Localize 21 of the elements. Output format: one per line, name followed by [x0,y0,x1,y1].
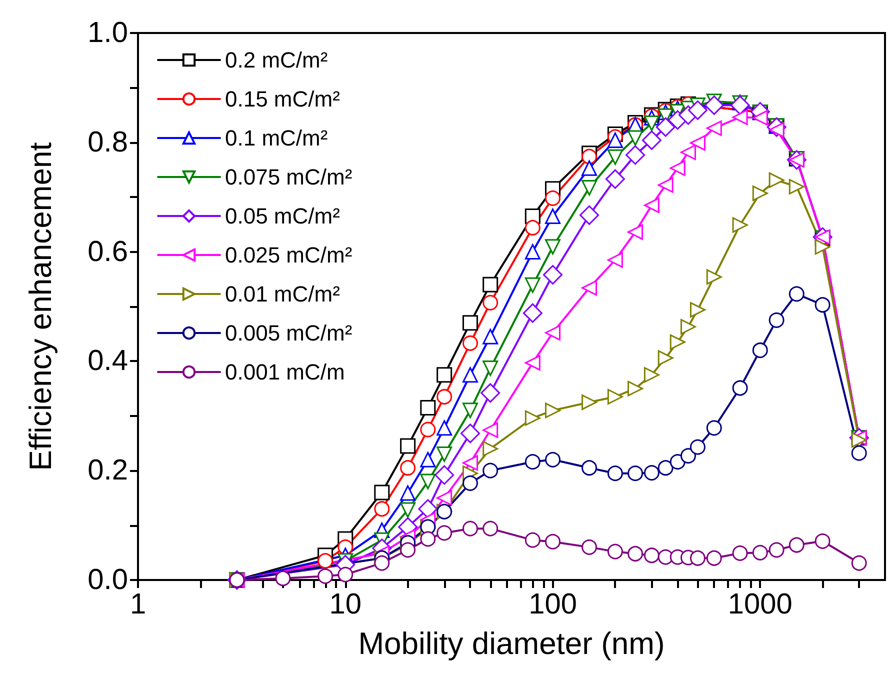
legend-label: 0.005 mC/m² [225,320,352,346]
legend-label: 0.01 mC/m² [225,282,340,306]
legend-label: 0.05 mC/m² [225,204,340,228]
legend-label: 0.001 mC/m [225,360,345,384]
legend-label: 0.15 mC/m² [225,86,340,112]
legend-label: 0.025 mC/m² [225,242,352,268]
y-tick-label: 0.8 [88,126,128,158]
legend-label: 0.2 mC/m² [225,48,328,72]
y-axis-title: Efficiency enhancement [23,142,58,471]
x-axis-title: Mobility diameter (nm) [358,626,665,661]
y-tick-label: 1.0 [88,17,128,49]
y-tick-label: 0.6 [88,236,128,268]
legend-label: 0.1 mC/m² [225,126,328,150]
y-tick-label: 0.0 [88,564,128,596]
x-tick-label: 10 [329,588,362,620]
legend-label: 0.075 mC/m² [225,164,352,190]
x-tick-label: 1000 [728,588,792,620]
x-tick-label: 100 [528,588,577,620]
x-tick-label: 1 [130,588,146,620]
y-tick-label: 0.4 [88,345,128,378]
y-tick-label: 0.2 [88,454,128,487]
